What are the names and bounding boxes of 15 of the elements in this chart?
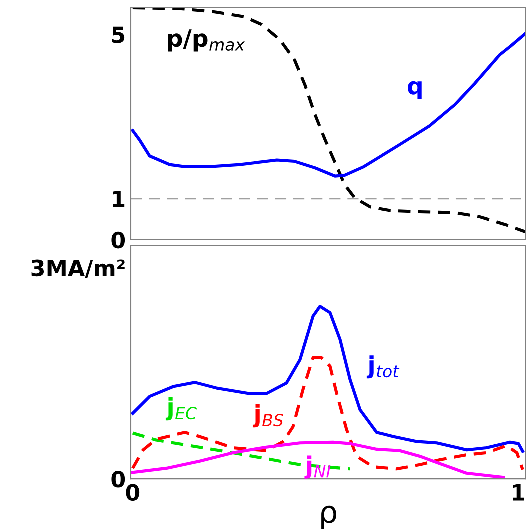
x-axis-title: ρ xyxy=(322,506,337,530)
y-tick-label: 1 xyxy=(113,191,125,208)
series-label: q xyxy=(408,81,422,100)
series-label: j$_{EC}$ xyxy=(166,398,197,421)
y-tick-label: 5 xyxy=(112,26,125,44)
line-series xyxy=(131,305,524,454)
line-series xyxy=(131,32,526,178)
y-tick-label: 0 xyxy=(112,470,126,488)
y-tick-label: 3MA/m² xyxy=(32,260,125,278)
series-label: j$_{NI}$ xyxy=(304,456,331,479)
series-label: j$_{tot}$ xyxy=(366,356,400,379)
line-series xyxy=(131,440,506,480)
series-label: j$_{BS}$ xyxy=(252,404,284,428)
series-label: p/p$_{max}$ xyxy=(168,30,246,52)
y-tick-label: 0 xyxy=(112,232,126,249)
